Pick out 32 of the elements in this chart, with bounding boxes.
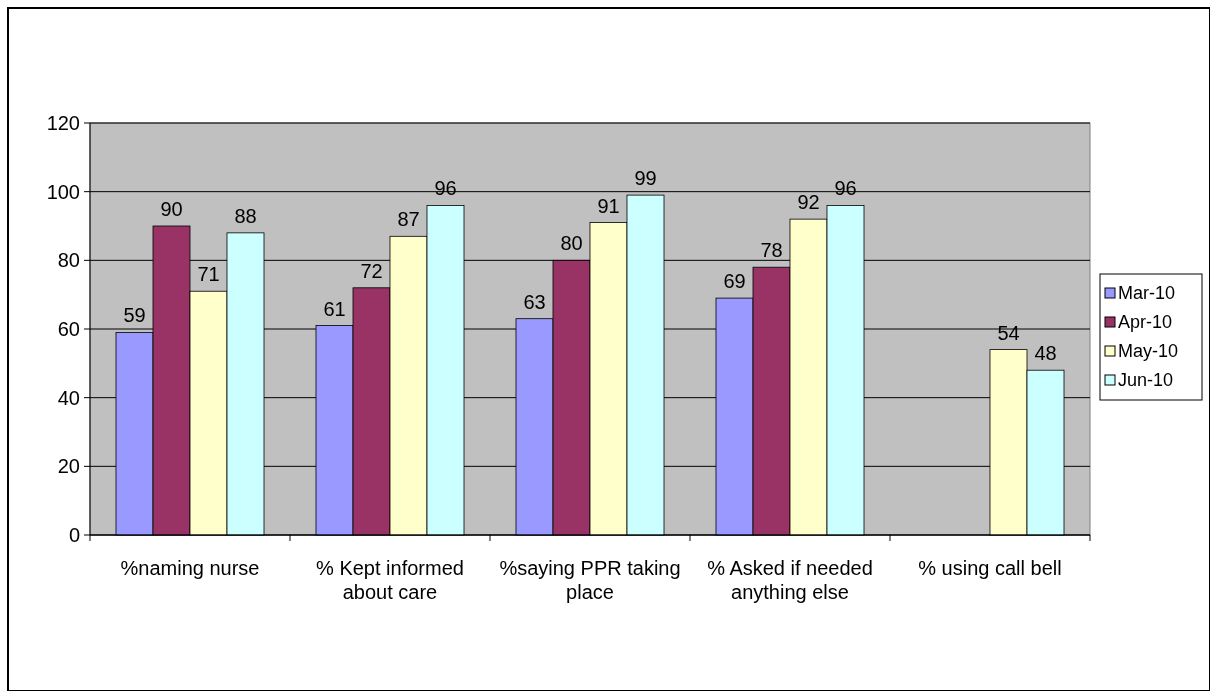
data-label: 72 — [360, 259, 383, 282]
data-label: 61 — [323, 297, 346, 320]
data-label: 90 — [160, 198, 183, 220]
data-label: 80 — [560, 232, 583, 255]
data-label: 88 — [234, 204, 257, 227]
data-label: 87 — [397, 208, 420, 231]
x-tick-label: %saying PPR taking place — [499, 557, 681, 603]
legend-label: Jun-10 — [1118, 370, 1174, 390]
y-tick-label: 0 — [68, 524, 80, 546]
data-label: 54 — [997, 321, 1020, 344]
data-label: 92 — [797, 191, 820, 214]
y-tick-label: 40 — [57, 386, 80, 409]
data-label: 59 — [123, 304, 146, 327]
legend-label: May-10 — [1118, 341, 1179, 361]
data-label: 71 — [197, 263, 220, 286]
data-label: 78 — [760, 239, 783, 262]
data-label: 63 — [523, 290, 546, 313]
y-tick-label: 80 — [57, 249, 80, 272]
data-label: 99 — [634, 167, 657, 190]
y-tick-label: 120 — [46, 112, 80, 134]
x-tick-label: % Asked if needed anything else — [707, 557, 873, 603]
y-tick-label: 20 — [57, 455, 80, 478]
x-tick-label: % Kept informed about care — [316, 557, 464, 603]
data-label: 69 — [723, 270, 746, 293]
legend-label: Mar-10 — [1118, 283, 1176, 303]
data-label: 91 — [597, 194, 620, 217]
x-tick-label: % using call bell — [918, 557, 1062, 579]
y-tick-label: 100 — [46, 180, 80, 203]
legend-label: Apr-10 — [1118, 312, 1173, 332]
x-tick-label: %naming nurse — [120, 557, 260, 579]
data-label: 48 — [1034, 342, 1057, 365]
y-tick-label: 60 — [57, 318, 80, 340]
